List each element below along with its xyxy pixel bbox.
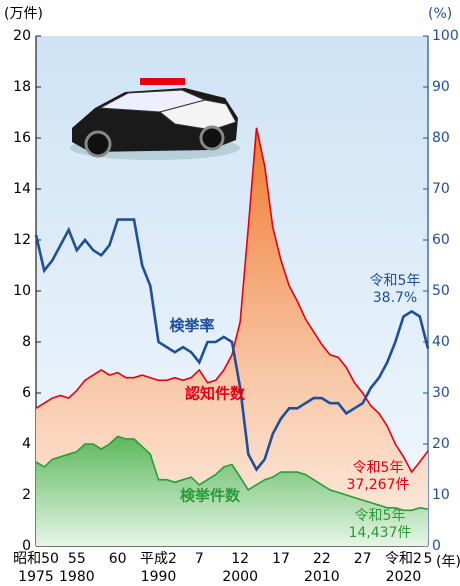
- y2-tick-label: 30: [432, 385, 450, 401]
- x-tick-label: 27: [354, 551, 372, 567]
- x-tick-label: 12: [231, 551, 249, 567]
- x-tick-label: 55: [68, 551, 86, 567]
- y-tick-label: 8: [22, 334, 31, 350]
- y-tick-label: 18: [13, 79, 31, 95]
- y-tick-label: 12: [13, 232, 31, 248]
- annotation-value: 14,437件: [349, 525, 412, 541]
- line: [34, 218, 430, 472]
- annotation: 令和5年: [355, 508, 406, 524]
- x-tick-label: 昭和50: [13, 551, 59, 567]
- y2-tick-label: 70: [432, 181, 450, 197]
- x-tick-label: 7: [195, 551, 204, 567]
- x-year-label: 1990: [141, 569, 177, 585]
- x-tick-label: 5: [424, 551, 433, 567]
- x-year-label: 1975: [18, 569, 54, 585]
- y2-tick-label: 60: [432, 232, 450, 248]
- y-tick-label: 2: [22, 487, 31, 503]
- series-label: 検挙件数: [180, 487, 241, 505]
- y2-tick-label: 10: [432, 487, 450, 503]
- x-tick-label: 令和2: [385, 551, 422, 567]
- annotation: 令和5年: [353, 460, 404, 476]
- line: [35, 127, 429, 474]
- x-year-label: 2000: [222, 569, 258, 585]
- x-tick-label: 60: [109, 551, 127, 567]
- x-year-label: 1980: [59, 569, 95, 585]
- x-year-label: 2010: [304, 569, 340, 585]
- y2-tick-label: 90: [432, 79, 450, 95]
- x-axis-label: (年): [436, 554, 460, 570]
- x-year-label: 2020: [386, 569, 422, 585]
- y2-tick-label: 20: [432, 436, 450, 452]
- y2-tick-label: 100: [432, 28, 459, 44]
- y2-axis-label: (%): [428, 6, 452, 22]
- series-label: 認知件数: [185, 385, 246, 403]
- police-car: [70, 78, 240, 160]
- x-tick-label: 17: [272, 551, 290, 567]
- y-tick-label: 16: [13, 130, 31, 146]
- y-axis-label: (万件): [4, 6, 43, 22]
- x-tick-label: 平成2: [140, 551, 177, 567]
- x-tick-label: 22: [313, 551, 331, 567]
- annotation-value: 38.7%: [373, 290, 417, 306]
- y-tick-label: 14: [13, 181, 31, 197]
- annotation: 令和5年: [370, 273, 421, 289]
- y-tick-label: 4: [22, 436, 31, 452]
- area: [36, 436, 428, 546]
- series-label: 検挙率: [169, 317, 214, 335]
- y2-tick-label: 80: [432, 130, 450, 146]
- y-tick-label: 20: [13, 28, 31, 44]
- y-tick-label: 6: [22, 385, 31, 401]
- y-tick-label: 0: [22, 538, 31, 554]
- y2-tick-label: 40: [432, 334, 450, 350]
- y-tick-label: 10: [13, 283, 31, 299]
- annotation-value: 37,267件: [347, 477, 410, 493]
- line: [35, 435, 429, 512]
- y2-tick-label: 50: [432, 283, 450, 299]
- y2-tick-label: 0: [432, 538, 441, 554]
